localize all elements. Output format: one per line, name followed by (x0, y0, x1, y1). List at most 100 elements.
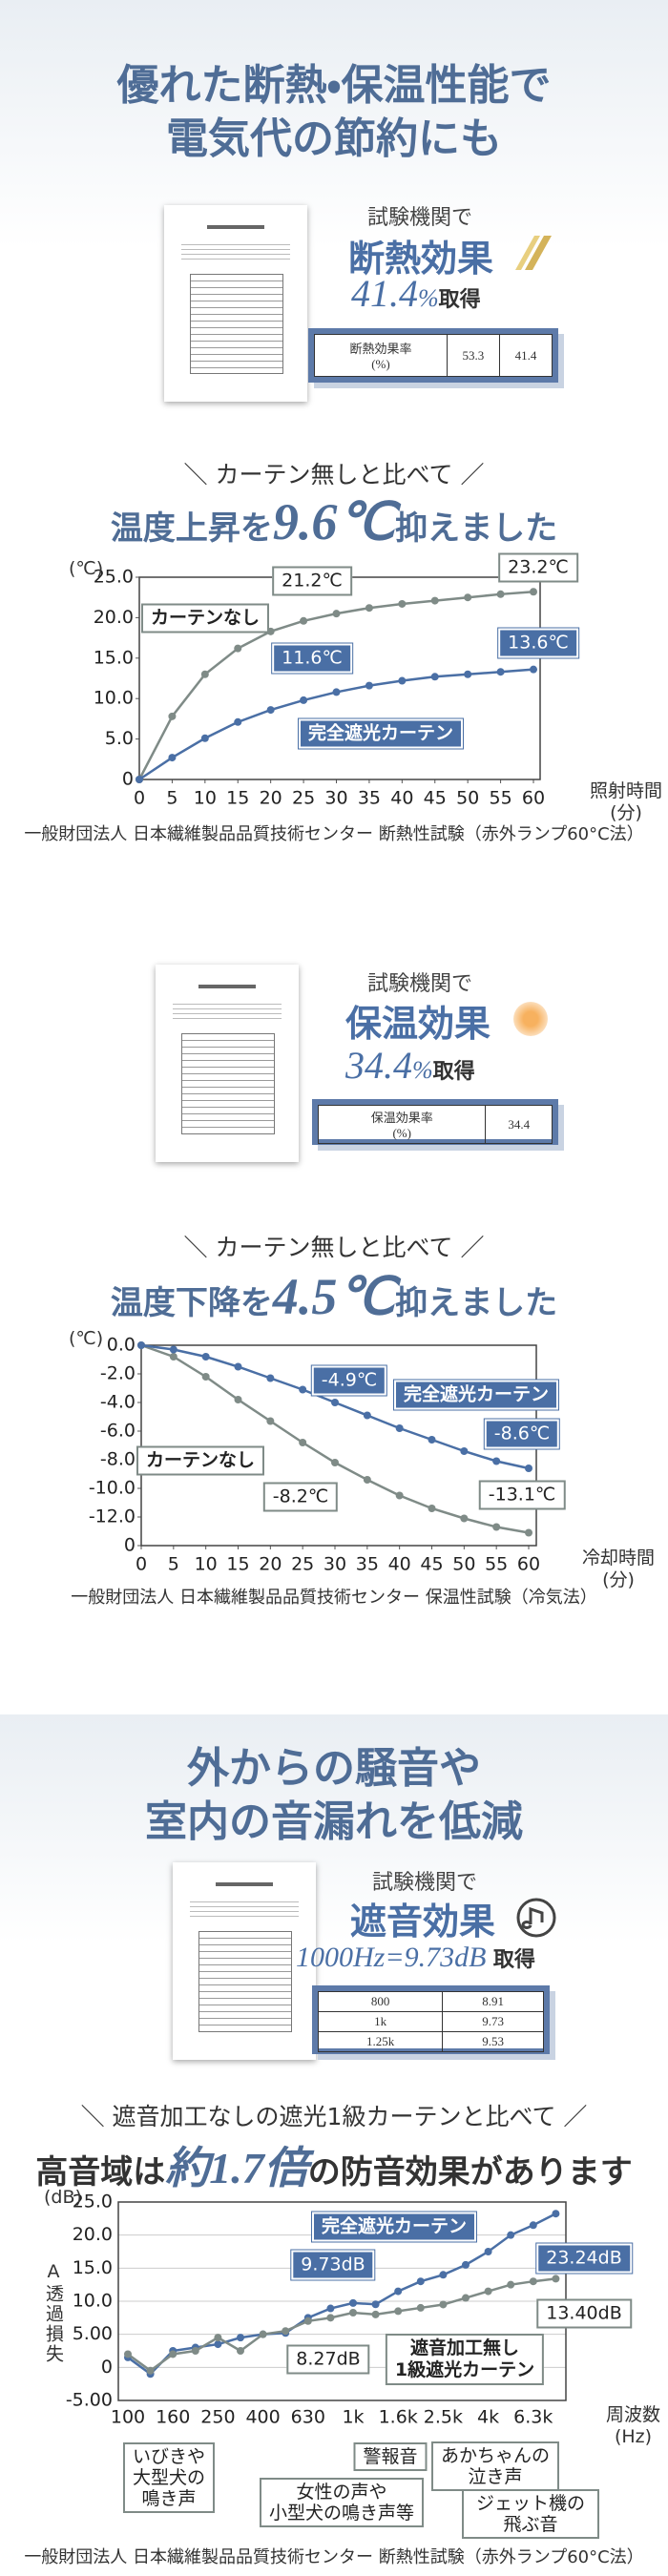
data-point (169, 1353, 177, 1361)
x-tick-label: 20 (260, 788, 282, 809)
x-tick-label: 1.6k (379, 2407, 418, 2428)
data-label: 23.24dB (536, 2243, 632, 2274)
data-point (201, 1353, 210, 1361)
data-point (460, 1514, 469, 1523)
x-tick-label: 10 (194, 788, 217, 809)
y-tick-label: 20.0 (94, 607, 134, 628)
series-label: 遮音加工無し 1級遮光カーテン (385, 2334, 545, 2385)
noise-example: 女性の声や 小型犬の鳴き声等 (259, 2478, 425, 2527)
report-image (156, 965, 299, 1162)
headline-part: 温度下降を (110, 1286, 273, 1321)
data-point (136, 776, 143, 783)
source-note: 一般財団法人 日本繊維製品品質技術センター 断熱性試験（赤外ランプ60°C法） (24, 824, 644, 844)
badge-effect: 遮音効果 (350, 1901, 496, 1942)
sound-icon (516, 1898, 556, 1938)
source-note: 一般財団法人 日本繊維製品品質技術センター 保温性試験（冷気法） (71, 1588, 597, 1608)
x-tick-label: 250 (200, 2407, 235, 2428)
y-tick-label: 5.0 (105, 728, 134, 749)
data-point (430, 596, 439, 605)
report-image (164, 205, 307, 402)
data-point (371, 2300, 380, 2309)
series-label: 完全遮光カーテン (311, 2212, 477, 2242)
unit: % (418, 284, 439, 312)
y-tick-label: -4.0 (100, 1392, 136, 1413)
result-table: 断熱効果率 (%) 53.3 41.4 (314, 334, 553, 377)
value: 1000Hz=9.73dB (296, 1942, 487, 1973)
data-point (300, 696, 308, 704)
x-tick-label: 30 (324, 1554, 346, 1575)
compare-text: ＼ カーテン無しと比べて ／ (183, 461, 485, 488)
headline-part: 抑えました (395, 1286, 558, 1321)
data-point (282, 2327, 290, 2336)
x-tick-label: 35 (358, 788, 381, 809)
data-point (496, 590, 505, 598)
data-label: 8.27dB (286, 2344, 370, 2375)
report-image (173, 1862, 316, 2060)
x-tick-label: 55 (485, 1554, 508, 1575)
data-point (416, 2277, 425, 2286)
data-point (234, 644, 242, 653)
row: 800 8.91 (317, 1991, 544, 2012)
series-label: カーテンなし (140, 603, 270, 634)
row: 保温効果率 (%) 34.4 (317, 1105, 553, 1144)
cell: 1.25k (317, 2031, 444, 2052)
data-point (169, 2350, 177, 2358)
cell: 9.53 (442, 2031, 544, 2052)
data-point (326, 2314, 335, 2322)
suffix: 取得 (438, 288, 481, 312)
data-point (349, 2298, 357, 2307)
headline-figure: 4.5℃ (272, 1268, 396, 1325)
headline-part: があります (470, 2155, 633, 2191)
data-label: 21.2℃ (272, 566, 352, 596)
x-tick-label: 4k (477, 2407, 499, 2428)
value: 41.4 (351, 272, 418, 315)
y-tick-label: -12.0 (89, 1506, 136, 1527)
data-point (200, 734, 209, 742)
row: 1.25k 9.53 (317, 2031, 544, 2052)
data-point (507, 2280, 515, 2289)
x-tick-label: 15 (226, 1554, 249, 1575)
data-point (331, 1399, 339, 1406)
data-point (331, 1459, 339, 1466)
gold-icon (515, 236, 552, 270)
data-point (462, 2260, 470, 2269)
cell: 41.4 (498, 334, 553, 377)
data-point (416, 2303, 425, 2312)
data-point (363, 1411, 371, 1420)
y-tick-label: -6.0 (100, 1421, 136, 1442)
data-label: -13.1℃ (478, 1480, 566, 1510)
data-point (234, 1362, 242, 1371)
x-tick-label: 55 (489, 788, 511, 809)
data-point (349, 2308, 357, 2316)
headline-figure: 9.6℃ (272, 493, 396, 551)
warm-icon (513, 1002, 548, 1036)
cell: 断熱効果率 (%) (314, 334, 448, 377)
y-tick-label: 0 (101, 2357, 113, 2378)
series-label: 完全遮光カーテン (298, 718, 464, 749)
y-tick-label: 0.0 (107, 1335, 136, 1356)
data-point (168, 754, 177, 762)
x-tick-label: 630 (291, 2407, 325, 2428)
data-point (237, 2347, 244, 2355)
data-point (365, 681, 373, 690)
data-point (191, 2347, 199, 2355)
noise-example: 警報音 (353, 2442, 428, 2471)
section-title: 外からの騒音や 室内の音漏れを低減 (145, 1745, 523, 1845)
y-axis-label: (dB) (44, 2187, 82, 2208)
data-point (484, 2248, 492, 2255)
data-point (394, 2287, 403, 2296)
x-tick-label: 10 (195, 1554, 218, 1575)
sound-background (0, 1714, 668, 1943)
data-point (137, 1341, 145, 1349)
data-point (259, 2330, 267, 2338)
data-label: 11.6℃ (272, 643, 352, 674)
x-axis-label: 冷却時間 (分) (582, 1548, 656, 1590)
cell: 34.4 (485, 1105, 553, 1144)
data-point (460, 1447, 469, 1455)
data-point (398, 599, 407, 608)
x-tick-label: 2.5k (424, 2407, 463, 2428)
